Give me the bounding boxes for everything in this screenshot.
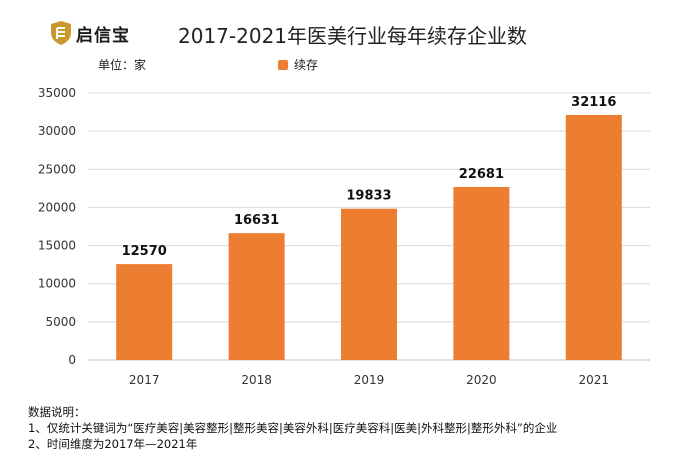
x-tick-label: 2021	[579, 373, 610, 387]
notes-line-1: 1、仅统计关键词为“医疗美容|美容整形|整形美容|美容外科|医疗美容科|医美|外…	[28, 421, 558, 435]
y-tick-label: 35000	[38, 86, 76, 100]
bar	[116, 264, 173, 360]
chart-title: 2017-2021年医美行业每年续存企业数	[178, 24, 528, 48]
x-tick-label: 2018	[241, 373, 272, 387]
data-label: 32116	[571, 95, 616, 110]
bar	[228, 233, 285, 360]
bar	[453, 186, 510, 360]
legend: 续存	[278, 56, 318, 73]
y-tick-label: 10000	[38, 277, 76, 291]
data-label: 16631	[234, 213, 279, 228]
data-label: 22681	[459, 167, 504, 182]
logo: 启信宝	[50, 20, 130, 46]
notes-heading: 数据说明：	[28, 405, 86, 419]
y-tick-label: 5000	[45, 315, 76, 329]
data-label: 12570	[122, 244, 167, 259]
x-tick-label: 2017	[129, 373, 160, 387]
x-tick-label: 2020	[466, 373, 497, 387]
bar	[565, 115, 622, 361]
y-tick-label: 30000	[38, 124, 76, 138]
logo-text: 启信宝	[76, 25, 130, 46]
notes-line-2: 2、时间维度为2017年—2021年	[28, 437, 198, 451]
legend-swatch	[278, 59, 288, 70]
data-label: 19833	[346, 189, 391, 204]
legend-label: 续存	[294, 58, 319, 72]
data-notes: 数据说明： 1、仅统计关键词为“医疗美容|美容整形|整形美容|美容外科|医疗美容…	[28, 404, 557, 452]
x-tick-label: 2019	[354, 373, 385, 387]
unit-label: 单位：家	[98, 58, 147, 72]
y-tick-label: 25000	[38, 162, 76, 176]
y-tick-label: 20000	[38, 200, 76, 214]
y-tick-label: 15000	[38, 239, 76, 253]
bar	[341, 208, 397, 360]
shield-logo-icon	[51, 21, 71, 45]
y-tick-label: 0	[68, 353, 76, 367]
